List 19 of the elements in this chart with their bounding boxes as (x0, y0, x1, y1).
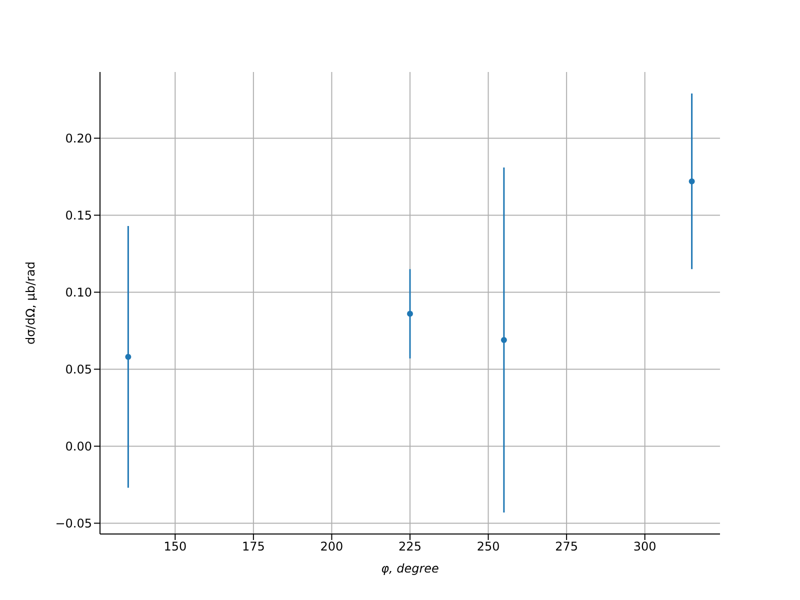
point (125, 354, 132, 360)
y-axis-title: dσ/dΩ, μb/rad (23, 262, 38, 344)
x-tick-label: 275 (555, 540, 578, 554)
x-tick-label: 150 (164, 540, 187, 554)
x-tick-label: 200 (320, 540, 344, 554)
x-axis-title: φ, degree (381, 562, 439, 576)
y-tick-label: −0.05 (55, 516, 92, 530)
y-tick-label: 0.00 (65, 439, 92, 454)
x-tick-label: 175 (242, 540, 265, 554)
point (407, 310, 413, 317)
y-tick-label: 0.10 (65, 285, 92, 300)
point (500, 336, 507, 343)
x-tick-label: 225 (398, 540, 422, 554)
y-tick-label: 0.20 (65, 131, 92, 146)
x-tick-label: 250 (476, 540, 500, 554)
y-tick-label: 0.15 (65, 208, 92, 222)
x-tick-label: 300 (633, 540, 656, 554)
point (688, 178, 695, 184)
y-tick-label: 0.05 (65, 362, 92, 376)
